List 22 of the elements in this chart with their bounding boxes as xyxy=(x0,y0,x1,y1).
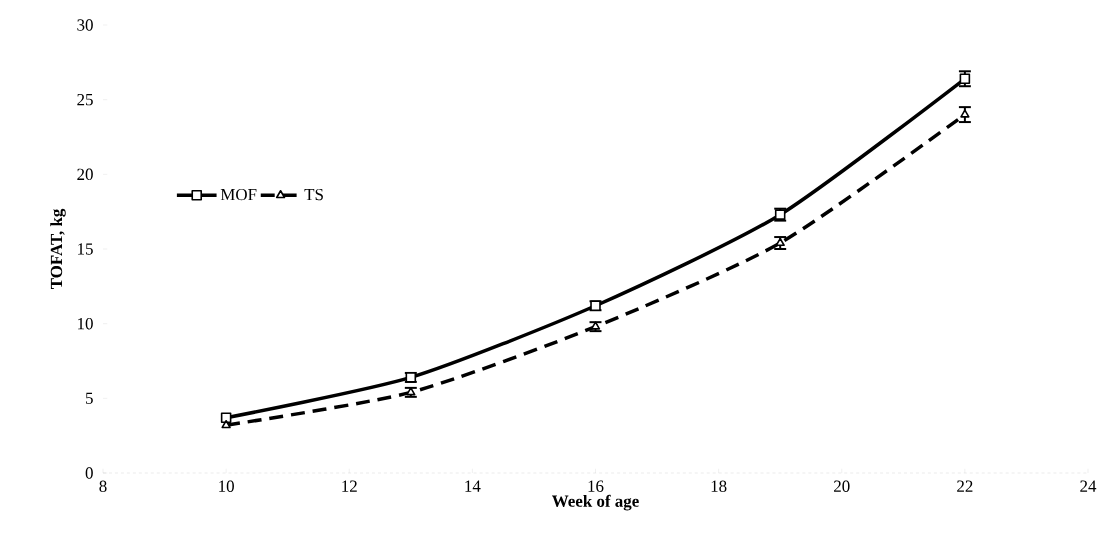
y-axis-title: TOFAT, kg xyxy=(50,208,66,290)
y-tick-label: 30 xyxy=(77,19,93,31)
x-axis-title: Week of age xyxy=(552,494,639,511)
legend-label: MOF xyxy=(220,188,257,201)
point xyxy=(220,412,232,424)
x-tick-label: 16 xyxy=(588,480,604,492)
x-tick-label: 22 xyxy=(957,480,973,492)
x-tick-label: 10 xyxy=(219,480,234,492)
x-tick-label: 14 xyxy=(465,480,481,492)
point xyxy=(221,419,231,429)
y-tick-label: 15 xyxy=(78,243,93,255)
y-tick-label: 20 xyxy=(77,168,93,181)
y-tick-label: 0 xyxy=(85,467,93,479)
y-tick-label: 5 xyxy=(86,392,93,404)
y-tick-label: 25 xyxy=(77,93,93,106)
x-tick-label: 18 xyxy=(711,480,727,492)
x-tick-label: 12 xyxy=(342,480,357,492)
x-tick-label: 8 xyxy=(99,480,107,492)
x-tick-label: 20 xyxy=(834,480,850,492)
legend-label: TS xyxy=(304,188,323,201)
x-tick-label: 24 xyxy=(1080,480,1097,492)
y-tick-label: 10 xyxy=(78,317,93,330)
